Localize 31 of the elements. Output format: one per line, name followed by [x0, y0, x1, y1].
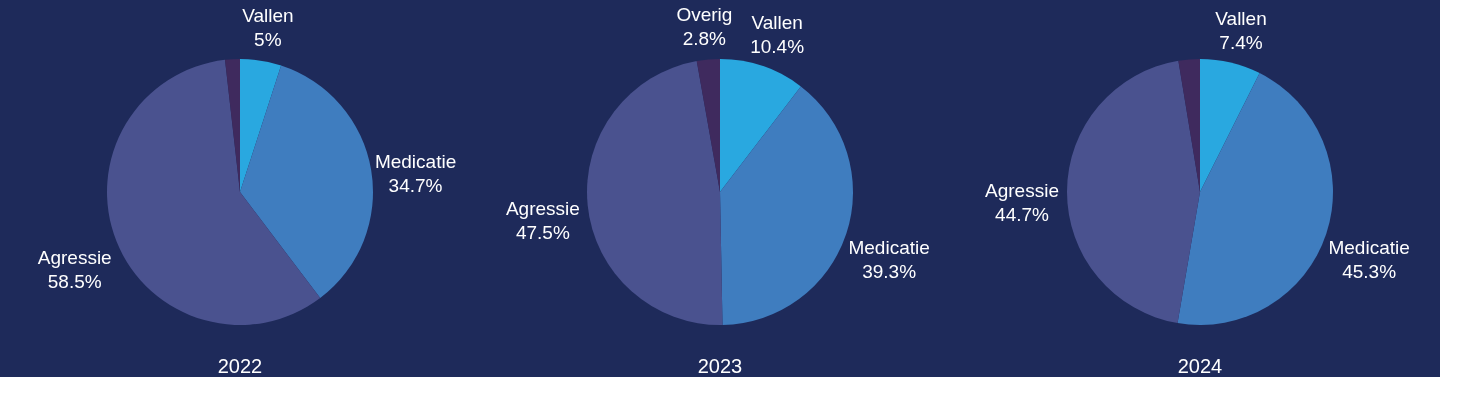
pie-slice [1178, 59, 1200, 192]
data-label: 44.7% [995, 204, 1050, 226]
slice-label: Overig [676, 3, 733, 25]
data-label: 5% [254, 29, 282, 51]
data-label: 45.3% [1342, 260, 1397, 282]
slice-label: Agressie [505, 198, 580, 220]
data-label: 39.3% [862, 260, 917, 282]
text: 2022 [217, 355, 263, 377]
slice-label: Medicatie [374, 151, 457, 173]
slice-label: Agressie [985, 180, 1059, 202]
slice-label: Agressie [37, 247, 112, 269]
slice-label: Medicatie [848, 236, 930, 258]
data-label: 2.8% [682, 27, 727, 49]
text: 2023 [697, 355, 743, 377]
data-label: 47.5% [515, 222, 570, 244]
data-label: 34.7% [388, 175, 443, 197]
pie-slice [696, 59, 720, 192]
data-label: 10.4% [750, 36, 805, 58]
pie-slice [1200, 59, 1260, 192]
pie-slice [587, 61, 723, 325]
data-label: 7.4% [1219, 31, 1263, 53]
slice-label: Vallen [1215, 7, 1267, 29]
pie-slice [240, 59, 282, 192]
text: 2024 [1177, 355, 1223, 377]
pie-slice [240, 65, 373, 299]
slice-label: Vallen [242, 5, 294, 27]
data-label: 58.5% [47, 271, 102, 293]
pie-slice [720, 59, 801, 192]
pie-slice [1067, 60, 1200, 324]
slice-label: Vallen [751, 12, 803, 34]
slice-label: Medicatie [1328, 236, 1410, 258]
